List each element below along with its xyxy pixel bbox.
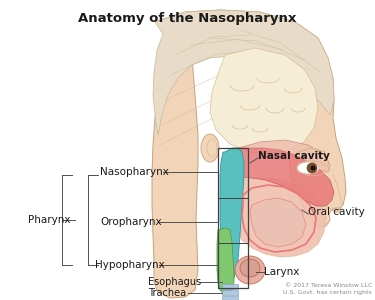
Bar: [218, 148, 248, 288]
Text: Larynx: Larynx: [264, 267, 299, 277]
Text: Pharynx: Pharynx: [28, 215, 70, 225]
Text: Esophagus: Esophagus: [148, 277, 201, 287]
Polygon shape: [217, 228, 234, 294]
Text: Anatomy of the Nasopharynx: Anatomy of the Nasopharynx: [78, 12, 296, 25]
Polygon shape: [225, 148, 334, 206]
Ellipse shape: [333, 208, 341, 212]
Polygon shape: [152, 10, 346, 298]
Bar: [222, 296, 238, 300]
Text: Trachea: Trachea: [148, 288, 186, 298]
Text: Hypopharynx: Hypopharynx: [95, 260, 165, 270]
Ellipse shape: [235, 256, 265, 284]
Ellipse shape: [240, 259, 260, 277]
Polygon shape: [220, 148, 244, 282]
Polygon shape: [250, 198, 306, 247]
Text: Nasal cavity: Nasal cavity: [258, 151, 330, 161]
Text: Nasopharynx: Nasopharynx: [100, 167, 169, 177]
Ellipse shape: [297, 162, 319, 174]
Polygon shape: [153, 10, 334, 135]
Ellipse shape: [201, 134, 219, 162]
Ellipse shape: [307, 163, 317, 173]
Polygon shape: [232, 178, 326, 257]
Ellipse shape: [310, 166, 315, 170]
Text: Oropharynx: Oropharynx: [100, 217, 162, 227]
Text: © 2017 Teresa Winslow LLC
U.S. Govt. has certain rights: © 2017 Teresa Winslow LLC U.S. Govt. has…: [283, 284, 372, 295]
Polygon shape: [238, 140, 330, 172]
Bar: [222, 284, 238, 289]
Polygon shape: [210, 48, 318, 154]
Bar: [222, 290, 238, 295]
Text: Oral cavity: Oral cavity: [308, 207, 365, 217]
